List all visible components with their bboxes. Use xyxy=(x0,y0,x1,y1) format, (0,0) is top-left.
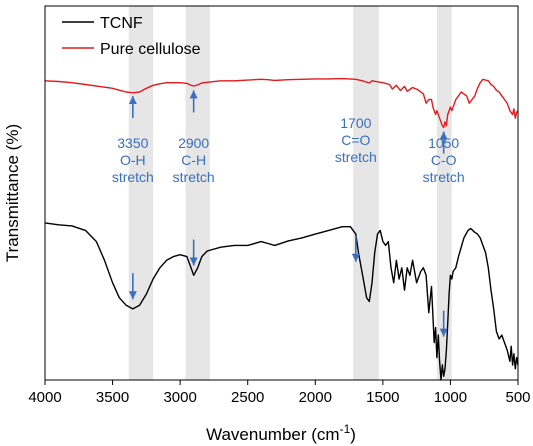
annotation-1050-up-arrow xyxy=(439,131,448,154)
highlight-band-0 xyxy=(128,6,154,380)
x-ticks: 4000 3500 3000 2500 2000 1500 1000 500 xyxy=(28,380,531,406)
annotation-1050-down-arrow xyxy=(439,310,448,337)
x-tick-label-3000: 3000 xyxy=(163,389,196,406)
annotation-1700-down-arrow xyxy=(351,235,360,262)
annotations: 3350 O-H stretch 2900 C-H stretch 1700 C=O stret… xyxy=(112,90,465,337)
annotation-3350-up-arrow xyxy=(128,96,137,119)
annotation-1050-label: 1050 C-O stretch xyxy=(423,135,465,185)
annotation-3350-label: 3350 O-H stretch xyxy=(112,135,154,185)
x-tick-label-2000: 2000 xyxy=(299,389,332,406)
highlight-bands xyxy=(128,6,452,380)
x-tick-label-1500: 1500 xyxy=(366,389,399,406)
x-tick-label-500: 500 xyxy=(505,389,530,406)
x-tick-label-1000: 1000 xyxy=(434,389,467,406)
x-axis-title: Wavenumber (cm-1) xyxy=(206,422,356,444)
highlight-band-2 xyxy=(353,6,379,380)
highlight-band-3 xyxy=(436,6,452,380)
y-axis-title: Transmittance (%) xyxy=(3,124,22,262)
x-tick-label-4000: 4000 xyxy=(28,389,61,406)
annotation-2900-label: 2900 C-H stretch xyxy=(173,135,215,185)
x-tick-label-2500: 2500 xyxy=(231,389,264,406)
legend-label-pure-cellulose: Pure cellulose xyxy=(100,41,201,58)
annotation-2900-down-arrow xyxy=(189,239,198,266)
highlight-band-1 xyxy=(185,6,210,380)
series-layer xyxy=(44,77,519,381)
legend-label-tcnf: TCNF xyxy=(100,15,143,32)
annotation-1700-label: 1700 C=O stretch xyxy=(335,115,377,165)
series-line-pure-cellulose xyxy=(44,77,519,129)
series-line-tcnf xyxy=(44,222,519,381)
plot-frame xyxy=(44,5,519,381)
x-tick-label-3500: 3500 xyxy=(96,389,129,406)
annotation-2900-up-arrow xyxy=(189,90,198,113)
annotation-3350-down-arrow xyxy=(128,273,137,300)
legend: TCNF Pure cellulose xyxy=(62,15,201,58)
